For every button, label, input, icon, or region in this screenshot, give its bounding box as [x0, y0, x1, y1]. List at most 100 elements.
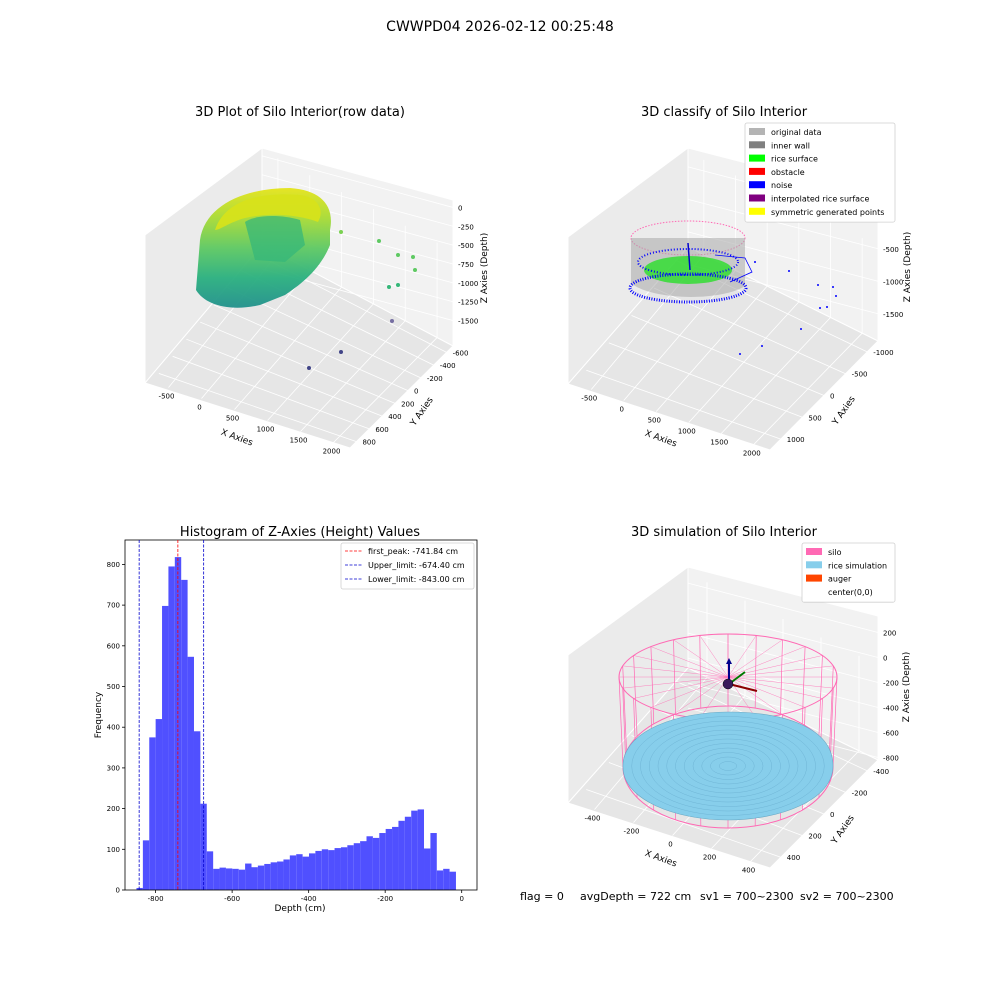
legend-swatch	[806, 574, 822, 582]
grid-line	[586, 369, 781, 440]
legend-swatch	[749, 167, 765, 175]
panel2-noise-mid-ring	[637, 248, 739, 276]
z-tick-label: -600	[883, 730, 899, 738]
rice-mesh-ring	[692, 747, 764, 785]
panel1-ticks: -50005001000150020008006004002000-200-40…	[159, 204, 479, 455]
panel4-legend: silo rice simulation auger center(0,0)	[801, 542, 896, 603]
histogram-bar	[193, 731, 201, 890]
y-tick-label: 0	[830, 811, 834, 819]
panel2-rice-surface-points	[644, 256, 732, 284]
histogram-title: Histogram of Z-Axies (Height) Values	[180, 525, 420, 540]
flag-text: flag = 0	[520, 890, 564, 903]
silo-roof-wire	[622, 665, 729, 678]
x-tick-label: 2000	[323, 448, 341, 456]
panel1-wall-top-cloud	[215, 194, 321, 230]
histogram-bar	[436, 870, 444, 890]
legend-label: symmetric generated points	[771, 208, 884, 217]
histogram-bar	[443, 868, 450, 890]
y-tick-label: -400	[873, 768, 889, 776]
x-tick-label: -200	[377, 895, 393, 903]
y-tick-label: -600	[453, 349, 469, 357]
status-footer: flag = 0 avgDepth = 722 cm sv1 = 700~230…	[520, 890, 894, 903]
histogram-bar	[232, 868, 239, 890]
panel-histogram: Histogram of Z-Axies (Height) Values -80…	[94, 525, 478, 914]
legend-label: rice simulation	[828, 561, 887, 570]
panel2-classified-points	[628, 220, 837, 355]
grid-line	[186, 338, 383, 417]
panel1-outlier-point	[307, 366, 311, 370]
y-tick-label: 1000	[787, 436, 805, 444]
legend-label: obstacle	[771, 168, 805, 177]
panel2-ticks: -500050010001500200010005000-500-10000-5…	[581, 213, 903, 457]
silo-roof-wire	[699, 635, 729, 678]
silo-wire	[832, 676, 838, 768]
legend-swatch	[806, 561, 822, 569]
z-tick-label: -500	[458, 242, 474, 250]
silo-wire	[622, 665, 627, 752]
histogram-bar	[149, 737, 156, 890]
x-tick-label: -800	[148, 895, 164, 903]
panel1-outlier-point	[396, 253, 400, 257]
histogram-bar	[366, 836, 373, 890]
histogram-bar	[404, 816, 412, 890]
panel2-noise-point	[739, 353, 741, 355]
silo-wire	[818, 655, 823, 737]
x-tick-label: 0	[668, 841, 672, 849]
legend-label: interpolated rice surface	[771, 195, 869, 204]
panel2-noise-stem	[687, 242, 691, 271]
grid-line	[687, 582, 879, 633]
y-tick-label: 300	[107, 764, 120, 772]
z-tick-label: -1000	[883, 278, 903, 286]
panel2-ylabel: Y Axies	[830, 394, 858, 427]
silo-roof-wire	[650, 646, 729, 678]
panel2-noise-bottom-ring	[628, 272, 748, 304]
panel-classify: 3D classify of Silo Interior -500 0 500 100…	[567, 105, 913, 458]
histogram-plot: -800 -600 -400 -200 0 0 100 200 300 400 500 600 700 8…	[107, 539, 478, 903]
histogram-bar	[225, 868, 233, 890]
silo-roof-wire	[673, 639, 729, 678]
z-tick-label: -1250	[458, 299, 478, 307]
silo-roof-wire	[727, 676, 834, 689]
z-tick-label: -1500	[458, 318, 478, 326]
silo-wire	[754, 635, 757, 709]
histogram-bar	[206, 851, 214, 890]
panel-raw-data: 3D Plot of Silo Interior(row data)	[144, 105, 490, 456]
auger-x-arrow	[728, 683, 758, 692]
y-tick-label: 400	[107, 724, 120, 732]
sv1-text: sv1 = 700~2300	[700, 890, 794, 903]
legend-swatch	[749, 207, 765, 215]
silo-wire	[633, 655, 638, 737]
histogram-bar	[245, 863, 252, 890]
histogram-bar	[181, 579, 188, 890]
rice-mesh-ring	[675, 738, 781, 794]
panel4-silo-wireframe	[618, 633, 838, 829]
grid-line	[201, 269, 311, 399]
grid-line	[687, 198, 879, 250]
x-tick-label: -200	[624, 828, 640, 836]
silo-roof-wire	[622, 676, 729, 689]
panel2-noise-point	[788, 270, 790, 272]
figure-title: CWWPD04 2026-02-12 00:25:48	[386, 19, 614, 35]
panel2-zlabel: Z Axies (Depth)	[903, 232, 913, 303]
center-point-icon	[722, 678, 734, 690]
histogram-bar	[308, 853, 316, 890]
histogram-frame	[124, 539, 478, 891]
legend-label: rice surface	[771, 155, 818, 164]
z-tick-label: -750	[458, 261, 474, 269]
panel4-title: 3D simulation of Silo Interior	[631, 525, 818, 540]
histogram-bar	[360, 841, 367, 890]
histogram-bar	[289, 855, 297, 890]
legend-label: Lower_limit: -843.00 cm	[368, 575, 465, 584]
panel2-legend: original data inner wall rice surface obsta…	[744, 122, 896, 223]
panel1-outlier-point	[387, 285, 391, 289]
x-tick-label: 400	[742, 867, 755, 875]
y-tick-label: 200	[808, 833, 821, 841]
y-tick-label: -200	[427, 375, 443, 383]
grid-line	[213, 304, 409, 391]
panel1-outlier-point	[411, 255, 415, 259]
z-tick-label: 0	[458, 204, 462, 212]
silo-wire	[618, 676, 624, 768]
legend-label: first_peak: -741.84 cm	[368, 547, 458, 556]
histogram-bar	[155, 719, 163, 890]
